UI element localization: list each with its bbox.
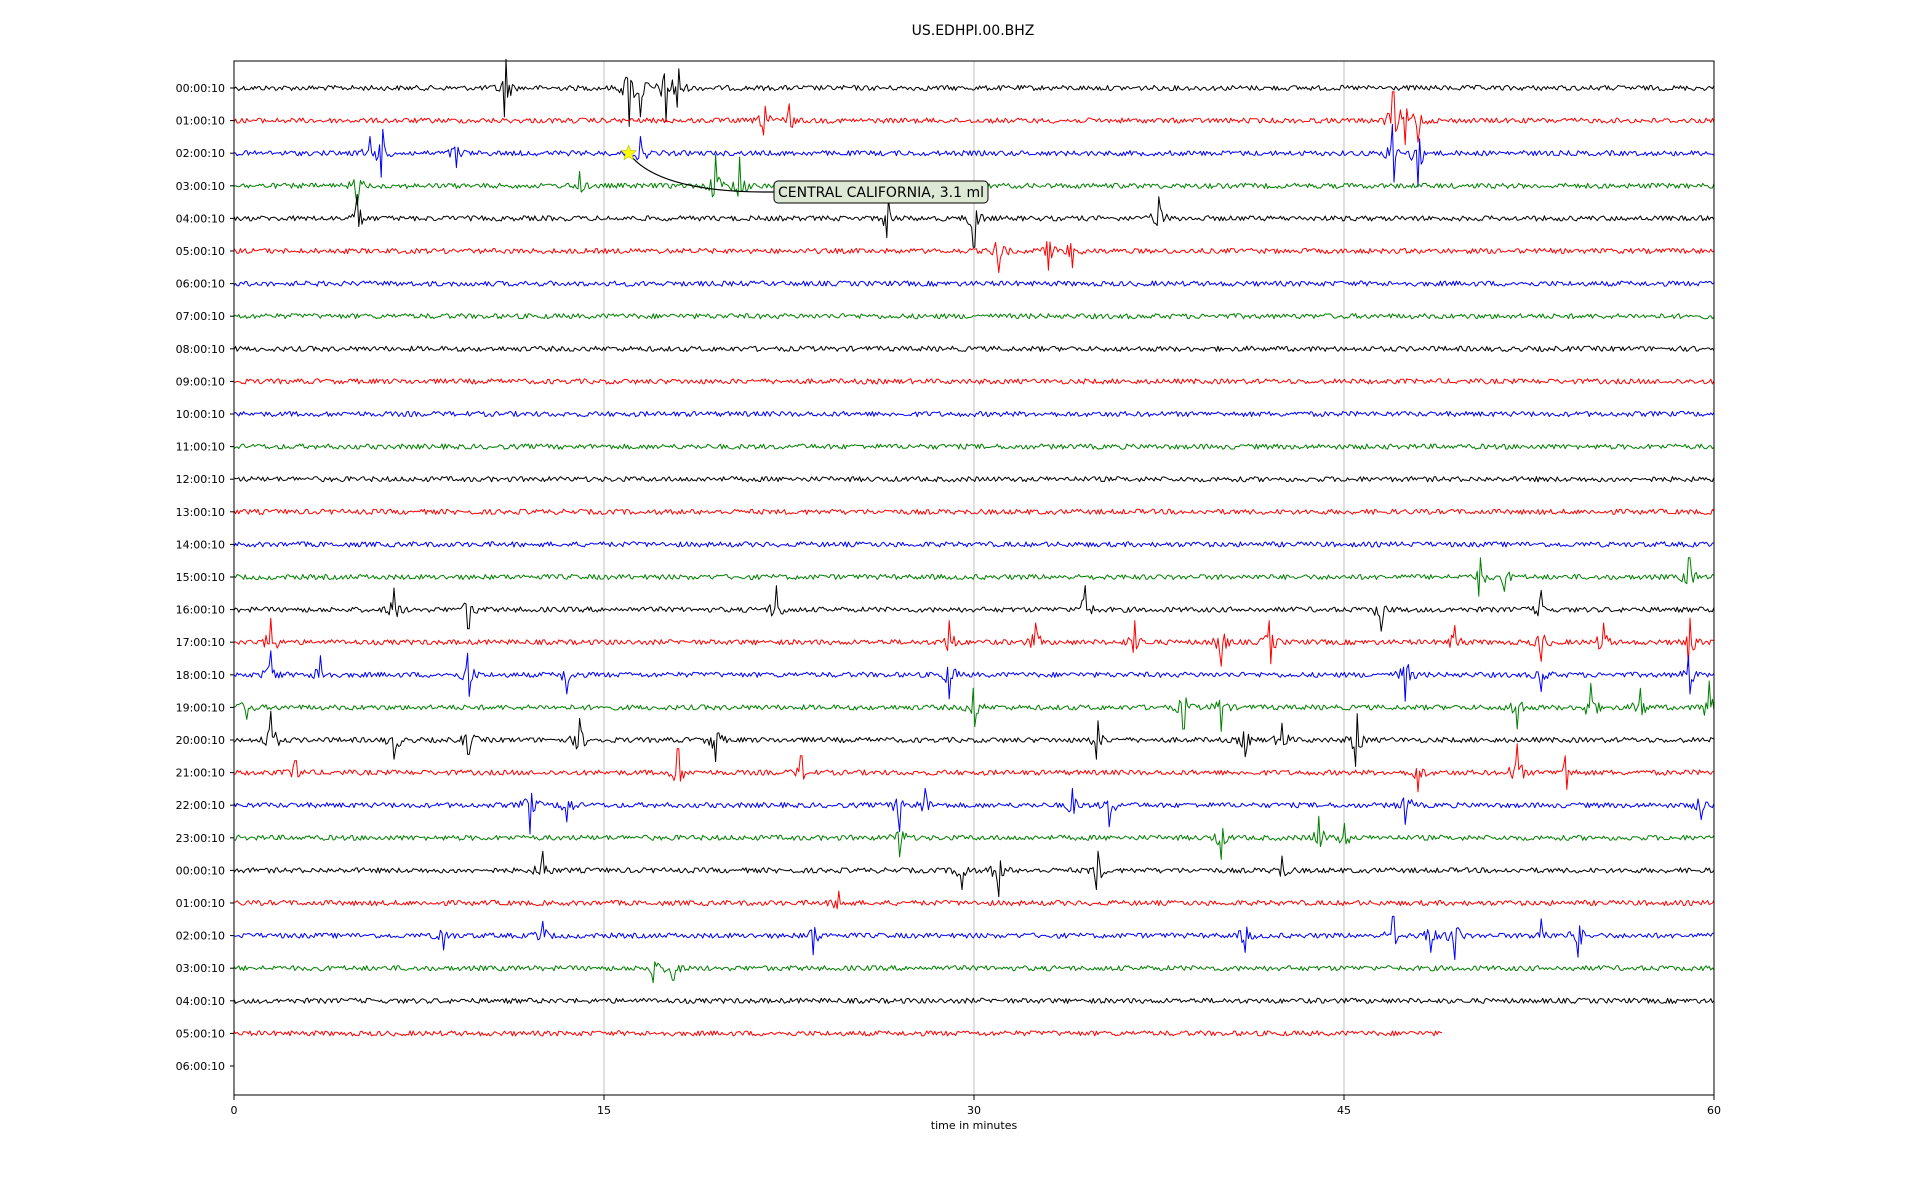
y-tick-label: 14:00:10 bbox=[176, 538, 225, 551]
y-tick-label: 23:00:10 bbox=[176, 832, 225, 845]
y-tick-label: 07:00:10 bbox=[176, 310, 225, 323]
x-tick-label: 15 bbox=[597, 1104, 611, 1117]
trace-row bbox=[233, 557, 1715, 597]
trace-row bbox=[233, 280, 1715, 287]
y-tick-label: 20:00:10 bbox=[176, 734, 225, 747]
x-tick-label: 60 bbox=[1707, 1104, 1721, 1117]
trace-row bbox=[233, 193, 1715, 248]
annotation-connector bbox=[628, 152, 775, 193]
y-tick-label: 05:00:10 bbox=[176, 1027, 225, 1040]
y-tick-label: 19:00:10 bbox=[176, 701, 225, 714]
y-tick-label: 17:00:10 bbox=[176, 636, 225, 649]
trace-row bbox=[233, 345, 1715, 352]
y-tick-label: 21:00:10 bbox=[176, 767, 225, 780]
trace-row bbox=[233, 476, 1715, 483]
y-tick-label: 16:00:10 bbox=[176, 604, 225, 617]
annotation-label: CENTRAL CALIFORNIA, 3.1 ml bbox=[778, 185, 984, 201]
y-tick-label: 18:00:10 bbox=[176, 669, 225, 682]
x-tick-label: 30 bbox=[967, 1104, 981, 1117]
y-tick-label: 10:00:10 bbox=[176, 408, 225, 421]
y-tick-label: 02:00:10 bbox=[176, 147, 225, 160]
y-tick-labels: 00:00:10 01:00:10 02:00:10 03:00:10 04:00:10… bbox=[176, 82, 234, 1073]
y-tick-label: 01:00:10 bbox=[176, 897, 225, 910]
trace-row bbox=[233, 617, 1715, 667]
trace-row bbox=[233, 650, 1715, 702]
y-tick-label: 12:00:10 bbox=[176, 473, 225, 486]
trace-row bbox=[233, 241, 1715, 274]
y-tick-label: 04:00:10 bbox=[176, 995, 225, 1008]
x-tick-label: 45 bbox=[1337, 1104, 1351, 1117]
trace-row bbox=[233, 743, 1715, 793]
y-tick-label: 22:00:10 bbox=[176, 799, 225, 812]
x-tick-label: 0 bbox=[231, 1104, 238, 1117]
y-tick-label: 03:00:10 bbox=[176, 962, 225, 975]
y-tick-label: 11:00:10 bbox=[176, 441, 225, 454]
trace-row bbox=[233, 850, 1715, 898]
trace-row bbox=[233, 508, 1715, 515]
trace-row bbox=[233, 313, 1715, 320]
trace-row bbox=[233, 997, 1715, 1004]
y-tick-label: 00:00:10 bbox=[176, 82, 225, 95]
trace-row bbox=[233, 815, 1715, 860]
trace-row bbox=[233, 915, 1714, 961]
trace-row bbox=[233, 541, 1715, 548]
trace-row bbox=[233, 58, 1715, 127]
trace-row bbox=[233, 378, 1715, 385]
event-star-marker bbox=[620, 144, 638, 161]
y-tick-label: 06:00:10 bbox=[176, 278, 225, 291]
y-tick-label: 08:00:10 bbox=[176, 343, 225, 356]
trace-row bbox=[233, 585, 1715, 632]
y-tick-label: 04:00:10 bbox=[176, 212, 225, 225]
trace-row bbox=[233, 680, 1715, 732]
y-tick-label: 09:00:10 bbox=[176, 375, 225, 388]
trace-row bbox=[233, 410, 1715, 418]
y-tick-label: 01:00:10 bbox=[176, 115, 225, 128]
trace-row bbox=[233, 1030, 1443, 1037]
trace-row bbox=[233, 91, 1715, 146]
y-tick-label: 03:00:10 bbox=[176, 180, 225, 193]
trace-row bbox=[233, 443, 1715, 450]
x-axis-label: time in minutes bbox=[931, 1119, 1018, 1132]
y-tick-label: 06:00:10 bbox=[176, 1060, 225, 1073]
x-tick-labels: 0 15 30 45 60 bbox=[231, 1095, 1721, 1117]
trace-row bbox=[233, 890, 1715, 910]
y-tick-label: 00:00:10 bbox=[176, 864, 225, 877]
trace-row bbox=[233, 787, 1715, 835]
event-annotation: CENTRAL CALIFORNIA, 3.1 ml bbox=[620, 144, 989, 204]
y-tick-label: 05:00:10 bbox=[176, 245, 225, 258]
trace-row bbox=[233, 710, 1715, 767]
y-tick-label: 15:00:10 bbox=[176, 571, 225, 584]
annotation-box bbox=[773, 180, 989, 204]
trace-lines bbox=[233, 58, 1715, 1037]
chart-title: US.EDHPI.00.BHZ bbox=[912, 23, 1035, 39]
y-tick-label: 02:00:10 bbox=[176, 930, 225, 943]
trace-row bbox=[233, 961, 1715, 984]
y-tick-label: 13:00:10 bbox=[176, 506, 225, 519]
trace-row bbox=[233, 123, 1715, 188]
